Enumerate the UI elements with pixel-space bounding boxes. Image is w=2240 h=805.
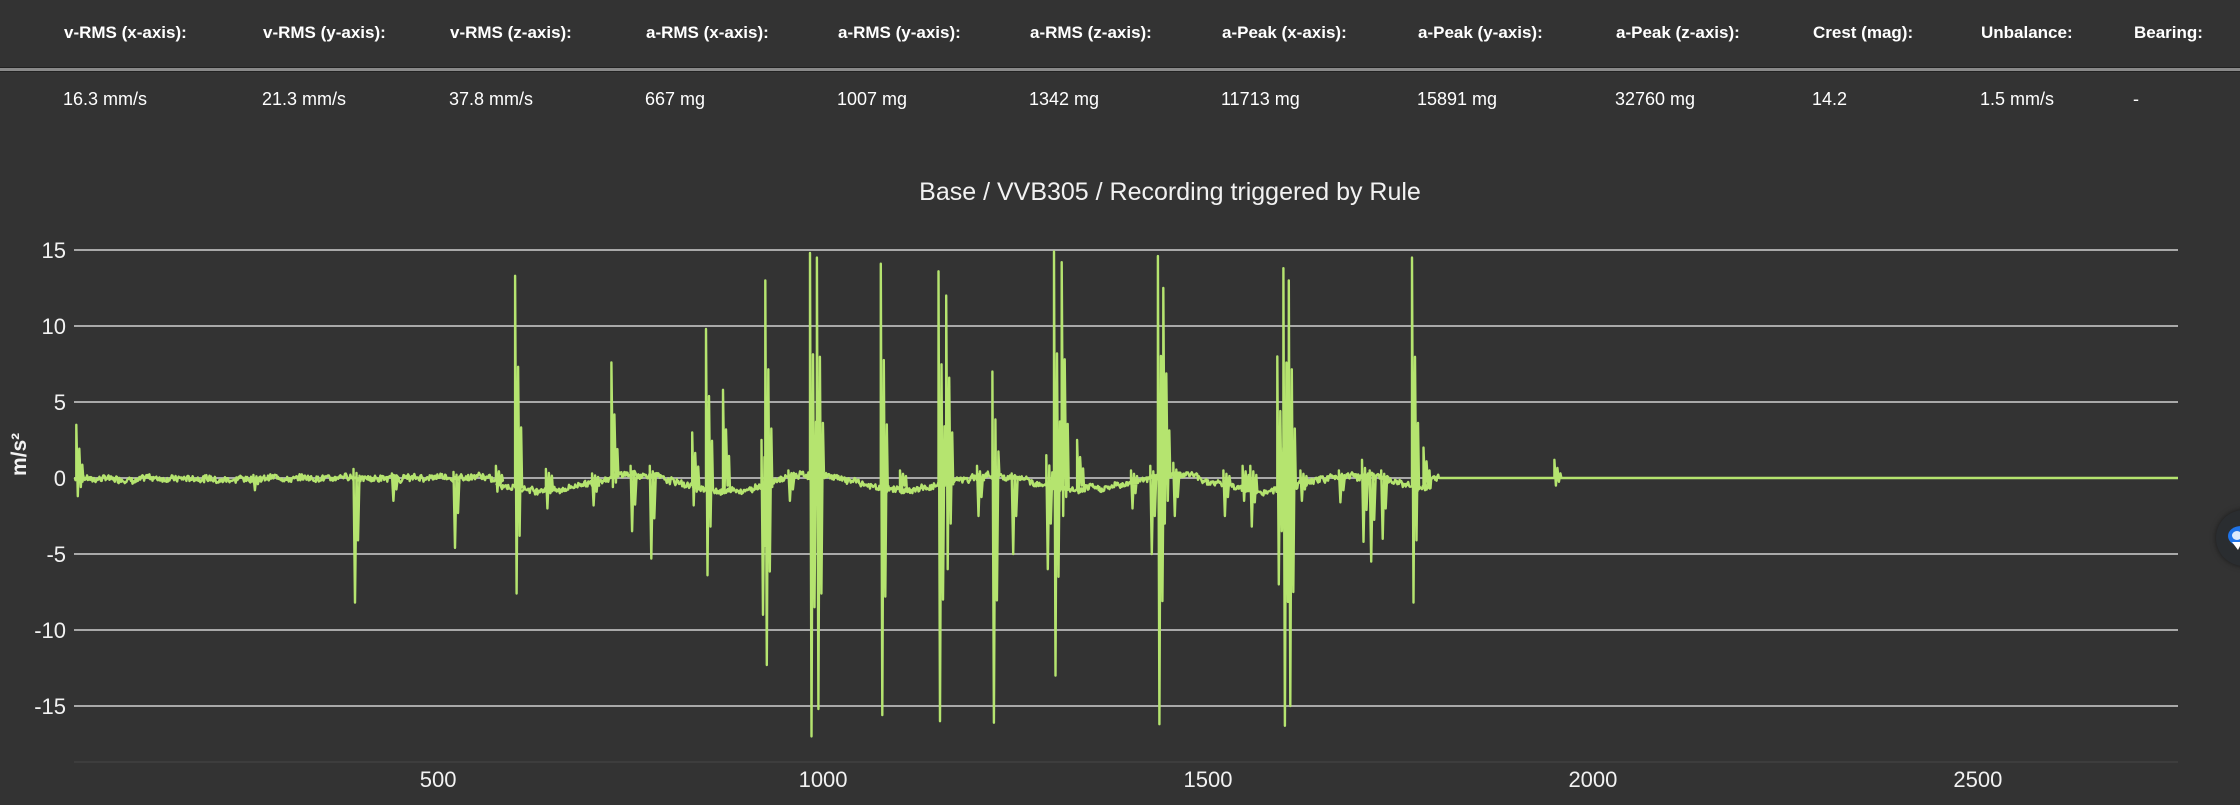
x-tick-label: 1500 bbox=[1184, 767, 1233, 792]
metric-value: 1342 mg bbox=[1029, 89, 1100, 109]
metric-label: Crest (mag): bbox=[1813, 23, 1914, 42]
metric-value: 15891 mg bbox=[1417, 89, 1498, 109]
waveform-series bbox=[73, 250, 2179, 738]
y-axis-ticks: 15 10 5 0 -5 -10 -15 bbox=[34, 238, 66, 719]
waveform-line bbox=[73, 250, 2179, 738]
metric-label: Bearing: bbox=[2134, 23, 2203, 42]
metric-value: 32760 mg bbox=[1615, 89, 1696, 109]
metric-label: Unbalance: bbox=[1981, 23, 2073, 42]
metric-value: 37.8 mm/s bbox=[449, 89, 534, 109]
metric-label: v-RMS (x-axis): bbox=[64, 23, 187, 42]
metric-value: 11713 mg bbox=[1221, 89, 1300, 109]
y-tick-label: -5 bbox=[46, 542, 66, 567]
metric-value: 14.2 bbox=[1812, 89, 1848, 109]
x-tick-label: 2500 bbox=[1953, 767, 2002, 792]
metrics-values-row: 16.3 mm/s 21.3 mm/s 37.8 mm/s 667 mg 1007 mg… bbox=[0, 84, 2240, 114]
y-tick-label: 15 bbox=[42, 238, 66, 263]
metric-label: a-Peak (z-axis): bbox=[1616, 23, 1740, 42]
chart-grid bbox=[74, 249, 2178, 763]
y-tick-label: 0 bbox=[54, 466, 66, 491]
metric-value: 16.3 mm/s bbox=[63, 89, 148, 109]
metric-label: a-RMS (z-axis): bbox=[1030, 23, 1152, 42]
y-tick-label: 5 bbox=[54, 390, 66, 415]
metric-label: a-Peak (y-axis): bbox=[1418, 23, 1543, 42]
metric-label: a-Peak (x-axis): bbox=[1222, 23, 1347, 42]
chart-title: Base / VVB305 / Recording triggered by R… bbox=[919, 178, 1421, 206]
y-tick-label: 10 bbox=[42, 314, 66, 339]
x-axis-ticks: 500 1000 1500 2000 2500 bbox=[420, 767, 2003, 792]
metric-value: - bbox=[2133, 89, 2139, 109]
metrics-divider bbox=[0, 67, 2240, 72]
y-tick-label: -10 bbox=[34, 618, 66, 643]
x-tick-label: 1000 bbox=[799, 767, 848, 792]
metric-label: a-RMS (y-axis): bbox=[838, 23, 961, 42]
x-tick-label: 2000 bbox=[1568, 767, 1617, 792]
metric-value: 1007 mg bbox=[837, 89, 908, 109]
metrics-header-row: v-RMS (x-axis): v-RMS (y-axis): v-RMS (z-a… bbox=[0, 18, 2240, 48]
chat-bubble-icon bbox=[2228, 526, 2240, 550]
metric-value: 667 mg bbox=[645, 89, 706, 109]
metric-value: 1.5 mm/s bbox=[1980, 89, 2055, 109]
x-tick-label: 500 bbox=[420, 767, 457, 792]
metrics-table: v-RMS (x-axis): v-RMS (y-axis): v-RMS (z-a… bbox=[0, 0, 2240, 130]
metric-value: 21.3 mm/s bbox=[262, 89, 347, 109]
y-tick-label: -15 bbox=[34, 694, 66, 719]
metric-label: v-RMS (z-axis): bbox=[450, 23, 572, 42]
metric-label: v-RMS (y-axis): bbox=[263, 23, 386, 42]
metric-label: a-RMS (x-axis): bbox=[646, 23, 769, 42]
